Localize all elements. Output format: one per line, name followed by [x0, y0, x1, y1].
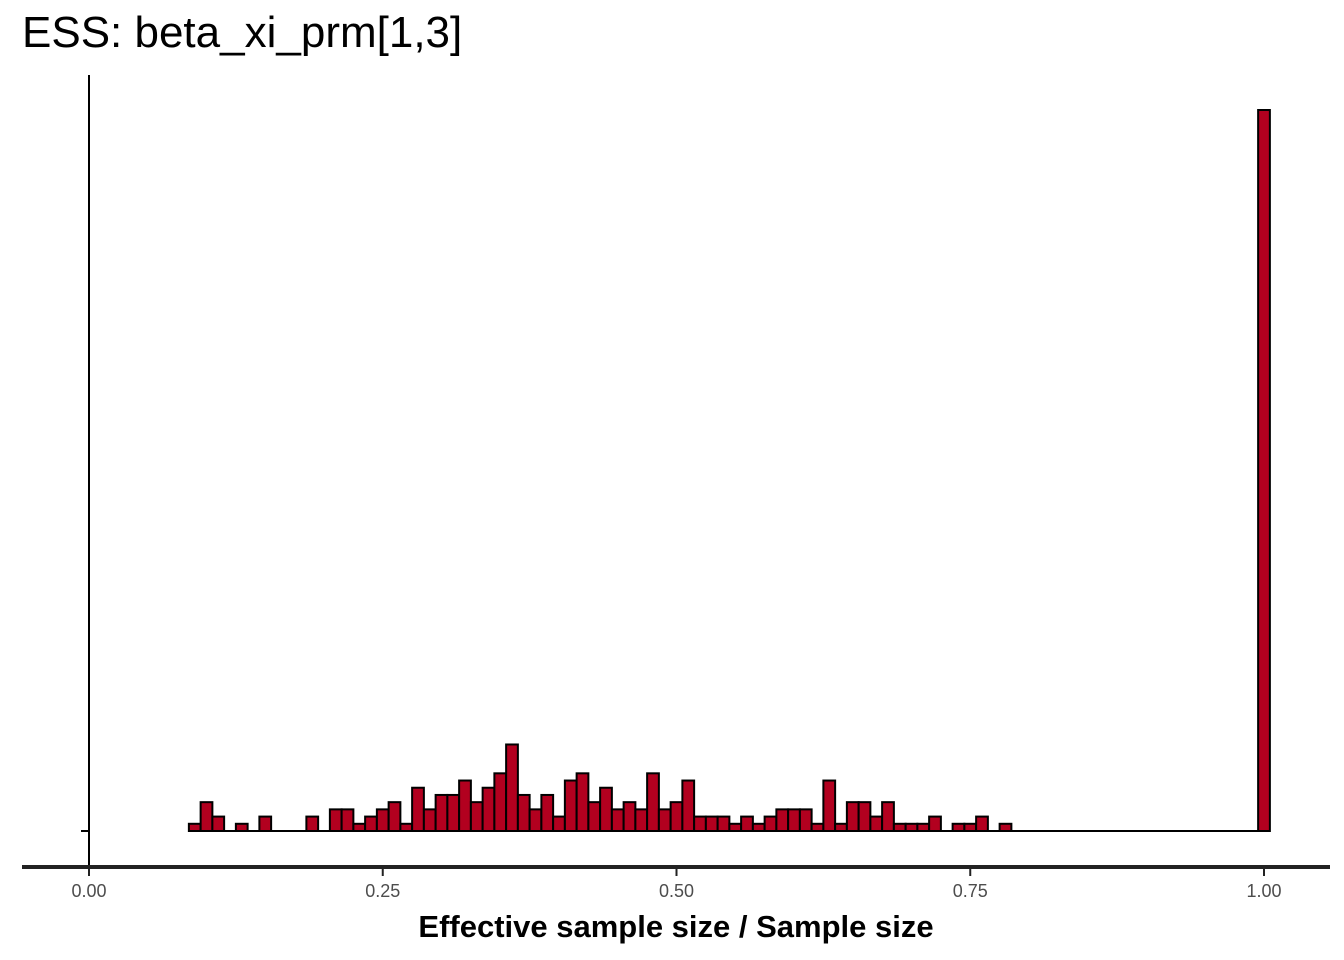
histogram-bar	[951, 822, 966, 832]
histogram-bar	[904, 822, 919, 832]
histogram-bar	[669, 801, 684, 832]
histogram-bar	[646, 772, 660, 833]
histogram-bar	[657, 808, 672, 832]
histogram-bar	[493, 772, 508, 833]
chart-title: ESS: beta_xi_prm[1,3]	[22, 8, 463, 57]
histogram-bar	[211, 815, 226, 833]
histogram-bar	[599, 786, 613, 832]
histogram-bar	[469, 801, 484, 832]
histogram-bar	[787, 808, 801, 832]
histogram-bar	[528, 808, 543, 832]
x-axis-ticks: 0.00 0.25 0.50 0.75 1.00	[71, 869, 1282, 901]
histogram-bar	[728, 822, 743, 832]
histogram-bar	[857, 801, 872, 832]
histogram-bar	[387, 801, 402, 832]
histogram-bar	[328, 808, 343, 832]
histogram-bar	[740, 815, 754, 833]
x-tick-label: 0.25	[365, 881, 400, 901]
histogram-bar	[928, 815, 942, 833]
histogram-bar	[798, 808, 813, 832]
histogram-bar	[364, 815, 378, 833]
histogram-bar	[634, 808, 649, 832]
histogram-bar	[340, 808, 355, 832]
histogram-bar	[622, 801, 637, 832]
x-tick-label: 0.00	[71, 881, 106, 901]
histogram-bar	[234, 822, 249, 832]
histogram-bar	[575, 772, 590, 833]
histogram-bar	[434, 793, 449, 833]
histogram-bar	[834, 822, 848, 832]
histogram-bar	[552, 815, 566, 833]
histogram-bar	[881, 801, 895, 832]
histogram-bar	[963, 822, 978, 832]
histogram-bar	[375, 808, 390, 832]
histogram-bar	[516, 793, 531, 833]
histogram-bar	[399, 822, 414, 832]
histogram-bar	[187, 822, 202, 832]
histogram-bar	[422, 808, 437, 832]
histogram-bar	[998, 822, 1013, 832]
histogram-bar	[822, 779, 837, 833]
histogram-bar	[610, 808, 625, 832]
histogram-bar	[975, 815, 989, 833]
histogram-bar	[892, 822, 907, 832]
histogram-bar	[751, 822, 766, 832]
histogram-bar	[775, 808, 790, 832]
histogram-bar	[540, 793, 555, 833]
histogram-bar	[704, 815, 719, 833]
x-axis-title: Effective sample size / Sample size	[418, 909, 933, 944]
histogram-bar	[305, 815, 320, 833]
histogram-bar	[563, 779, 578, 833]
histogram-bar	[916, 822, 931, 832]
histogram-bar	[1257, 109, 1271, 832]
histogram-bar	[845, 801, 860, 832]
histogram-bar	[458, 779, 472, 833]
x-tick-label: 0.50	[659, 881, 694, 901]
histogram-bar	[763, 815, 778, 833]
histogram-bar	[587, 801, 602, 832]
histogram-bar	[199, 801, 214, 832]
histogram-bar	[411, 786, 425, 832]
x-tick-label: 0.75	[953, 881, 988, 901]
histogram-bar	[681, 779, 696, 833]
histogram-bar	[505, 743, 519, 832]
histogram-bar	[716, 815, 731, 833]
x-tick-label: 1.00	[1246, 881, 1281, 901]
histogram-bar	[352, 822, 367, 832]
histogram-bar	[869, 815, 884, 833]
histogram-bar	[810, 822, 825, 832]
histogram-bar	[481, 786, 496, 832]
bars-group	[187, 109, 1271, 833]
histogram-bar	[446, 793, 461, 833]
histogram-bar	[693, 815, 707, 833]
histogram-bar	[258, 815, 273, 833]
